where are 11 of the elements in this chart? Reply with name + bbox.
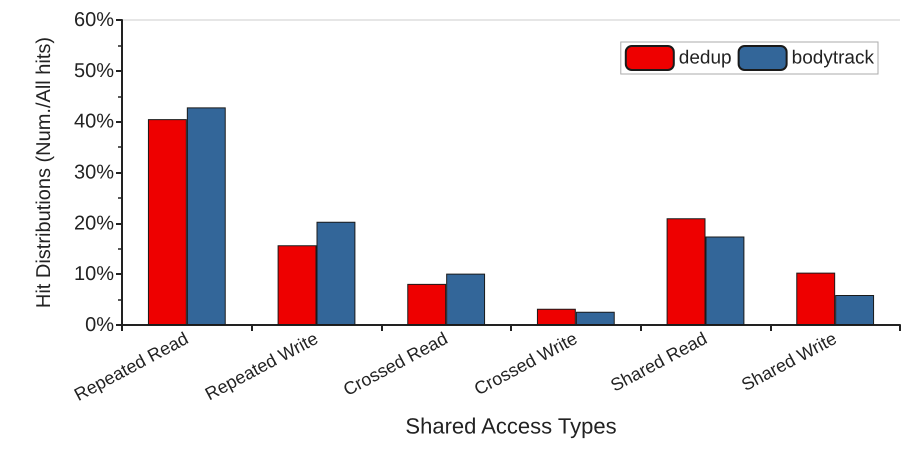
y-tick-label: 20% <box>74 212 114 234</box>
y-tick-label: 60% <box>74 9 114 31</box>
y-tick-label: 40% <box>74 110 114 133</box>
legend-label: dedup <box>678 48 732 68</box>
y-tick-label: 30% <box>74 162 114 184</box>
y-tick-label: 50% <box>74 60 114 82</box>
legend-label: bodytrack <box>792 48 874 68</box>
y-tick-label: 0% <box>85 314 114 336</box>
x-axis-title: Shared Access Types <box>405 414 617 438</box>
y-axis-title: Hit Distributions (Num./All hits) <box>33 36 55 308</box>
y-tick-label: 10% <box>74 263 114 286</box>
